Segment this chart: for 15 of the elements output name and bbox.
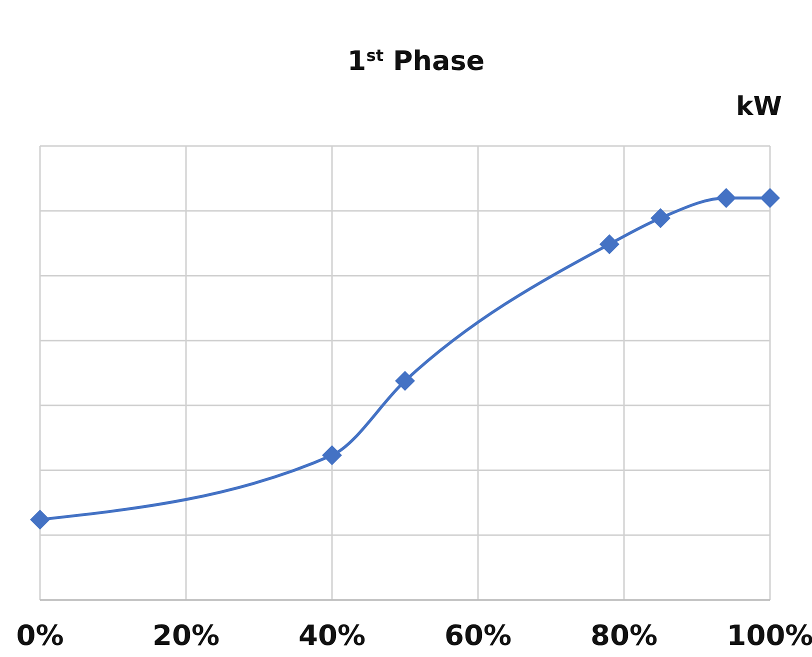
- point: [716, 188, 736, 208]
- point: [395, 370, 415, 391]
- chart-title: 1$^{st}$ Phase: [347, 46, 485, 77]
- point: [760, 188, 780, 208]
- x-tick-label: 60%: [444, 619, 512, 652]
- x-tick-label: 20%: [152, 619, 220, 652]
- x-tick-label: 40%: [298, 619, 366, 652]
- x-tick-label: 80%: [590, 619, 658, 652]
- point: [30, 510, 50, 530]
- x-tick-label: 100%: [726, 619, 812, 652]
- point: [599, 234, 620, 254]
- point: [322, 445, 342, 466]
- y-axis-title: kW: [736, 92, 782, 122]
- point: [650, 208, 670, 228]
- x-tick-label: 0%: [16, 619, 64, 652]
